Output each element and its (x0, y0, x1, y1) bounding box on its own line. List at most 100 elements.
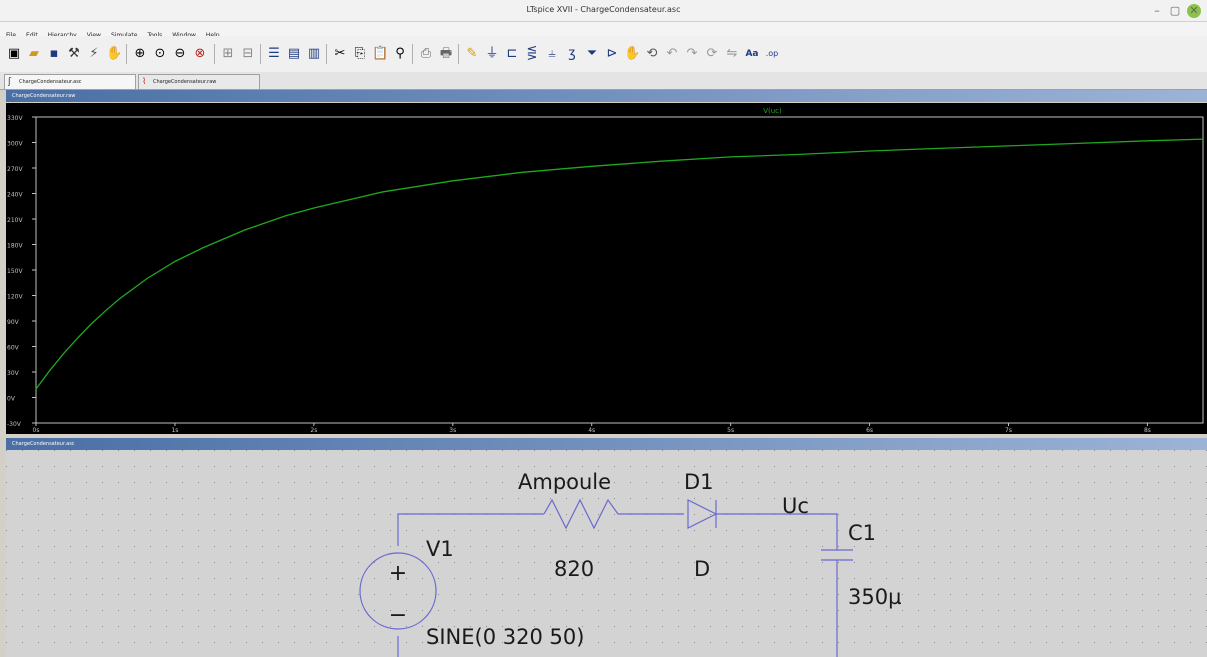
menu-window[interactable]: Window (166, 29, 200, 39)
y-tick-label: 60V (7, 345, 20, 352)
y-tick-label: 120V (7, 294, 23, 301)
ground-icon[interactable]: ⏚ (485, 46, 499, 61)
maximize-icon[interactable]: ▢ (1169, 4, 1181, 17)
tile-vertical-icon[interactable]: ▤ (287, 46, 301, 61)
paste-icon[interactable]: 📋 (372, 46, 389, 61)
source-plus-sign: + (389, 561, 407, 586)
source-value-label[interactable]: SINE(0 320 50) (426, 625, 584, 649)
y-tick-label: -30V (7, 421, 22, 428)
x-tick-label: 5s (727, 427, 734, 434)
x-tick-label: 3s (449, 427, 456, 434)
minimize-icon[interactable]: – (1154, 4, 1160, 17)
voltage-source-symbol[interactable] (359, 552, 437, 630)
new-schematic-icon[interactable]: ▣ (7, 46, 21, 61)
toolbar-separator (260, 44, 261, 64)
find-icon[interactable]: ⚲ (395, 46, 405, 61)
net-label-uc[interactable]: Uc (782, 494, 809, 518)
autorange-icon[interactable]: ⊞ (222, 46, 234, 61)
draw-wire-icon[interactable]: ✎ (466, 46, 478, 61)
x-tick-label: 1s (171, 427, 178, 434)
spice-directive-icon[interactable]: .op (765, 49, 779, 58)
window-title: LTspice XVII - ChargeCondensateur.asc (526, 5, 681, 14)
waveform-window: ChargeCondensateur.raw 330V 300V 270V 240V 2… (6, 90, 1207, 434)
y-tick-label: 330V (7, 115, 23, 122)
component-icon[interactable]: ⊳ (606, 46, 618, 61)
copy-icon[interactable]: ⎘ (354, 46, 366, 61)
redo-icon[interactable]: ↷ (686, 46, 698, 61)
undo-icon[interactable]: ↶ (666, 46, 678, 61)
diode-symbol[interactable] (687, 499, 718, 529)
label-net-icon[interactable]: ⊏ (506, 46, 518, 61)
menu-view[interactable]: View (81, 29, 105, 39)
resistor-icon[interactable]: ⋚ (526, 46, 538, 61)
run-icon[interactable]: ⚡ (89, 46, 99, 61)
tab-schematic[interactable]: ʃ ChargeCondensateur.asc (4, 74, 136, 89)
y-tick-label: 270V (7, 166, 23, 173)
pan-icon[interactable]: ✋ (106, 46, 123, 61)
diode-value-label[interactable]: D (694, 557, 710, 581)
tab-waveform[interactable]: ⌇ ChargeCondensateur.raw (138, 74, 260, 89)
capacitor-value-label[interactable]: 350µ (848, 585, 901, 609)
x-tick-label: 8s (1144, 427, 1151, 434)
schematic-icon: ʃ (8, 77, 12, 87)
zoom-out-icon[interactable]: ⊖ (174, 46, 186, 61)
toolbar-separator (214, 44, 215, 64)
waveform-window-title: ChargeCondensateur.raw (6, 90, 1207, 102)
schematic-window: ChargeCondensateur.asc + − Ampoule 820 D… (6, 438, 1207, 657)
resistor-name-label[interactable]: Ampoule (518, 470, 611, 494)
capacitor-name-label[interactable]: C1 (848, 521, 876, 545)
rotate-icon[interactable]: ⟳ (706, 46, 718, 61)
trace-label-v-uc[interactable]: V(uc) (763, 107, 782, 115)
wire-source-to-resistor (397, 513, 544, 546)
waveform-icon: ⌇ (142, 77, 147, 87)
x-tick-label: 0s (33, 427, 40, 434)
close-icon[interactable]: ✕ (1187, 4, 1201, 18)
drag-icon[interactable]: ⟲ (646, 46, 658, 61)
cut-icon[interactable]: ✂ (334, 46, 346, 61)
x-tick-label: 6s (866, 427, 873, 434)
text-icon[interactable]: Aa (745, 49, 759, 59)
open-folder-icon[interactable]: ▰ (29, 46, 39, 61)
grid-dots (6, 450, 1207, 657)
tile-horizontal-icon[interactable]: ☰ (268, 46, 280, 61)
print-icon[interactable]: 🖶 (439, 46, 453, 61)
y-tick-label: 30V (7, 370, 20, 377)
menu-simulate[interactable]: Simulate (105, 29, 142, 39)
schematic-canvas[interactable]: + − Ampoule 820 D1 D Uc C1 350µ V1 SINE(… (6, 450, 1207, 657)
zoom-fit-icon[interactable]: ⊗ (194, 46, 206, 61)
wire-diode-to-capacitor (716, 513, 838, 550)
menu-tools[interactable]: Tools (141, 29, 166, 39)
toolbar: ▣ ▰ ▪ ⚒ ⚡ ✋ ⊕ ⊙ ⊖ ⊗ ⊞ ⊟ ☰ ▤ ▥ ✂ ⎘ 📋 ⚲ ⎙ … (0, 36, 1207, 72)
x-tick-label: 7s (1005, 427, 1012, 434)
waveform-plot[interactable]: 330V 300V 270V 240V 210V 180V 150V 120V 90V 60V 30… (6, 103, 1207, 434)
menu-hierarchy[interactable]: Hierarchy (42, 29, 81, 39)
y-tick-label: 300V (7, 141, 23, 148)
window-titlebar: LTspice XVII - ChargeCondensateur.asc – … (0, 0, 1207, 22)
menu-file[interactable]: File (0, 29, 20, 39)
save-icon[interactable]: ▪ (49, 46, 59, 61)
toolbar-separator (412, 44, 413, 64)
inductor-icon[interactable]: ʒ (568, 46, 576, 61)
move-icon[interactable]: ✋ (624, 46, 641, 61)
mirror-icon[interactable]: ⇋ (726, 46, 738, 61)
menu-bar: FileEditHierarchyViewSimulateToolsWindow… (0, 22, 1207, 39)
trace-v-uc[interactable] (35, 138, 1204, 390)
toolbar-separator (126, 44, 127, 64)
menu-help[interactable]: Help (200, 29, 224, 39)
menu-edit[interactable]: Edit (20, 29, 42, 39)
source-name-label[interactable]: V1 (426, 537, 454, 561)
diode-icon[interactable]: ⏷ (586, 46, 598, 61)
resistor-symbol[interactable] (543, 498, 619, 530)
resistor-value-label[interactable]: 820 (554, 557, 594, 581)
diode-name-label[interactable]: D1 (684, 470, 714, 494)
print-preview-icon[interactable]: ⎙ (420, 46, 432, 61)
cascade-icon[interactable]: ▥ (307, 46, 321, 61)
schematic-window-title: ChargeCondensateur.asc (6, 438, 1207, 450)
pick-visible-traces-icon[interactable]: ⊟ (242, 46, 254, 61)
y-tick-label: 180V (7, 243, 23, 250)
zoom-area-icon[interactable]: ⊙ (154, 46, 166, 61)
y-tick-label: 90V (7, 319, 20, 326)
zoom-in-icon[interactable]: ⊕ (134, 46, 146, 61)
capacitor-icon[interactable]: ⫨ (548, 46, 556, 61)
control-panel-icon[interactable]: ⚒ (68, 46, 80, 61)
